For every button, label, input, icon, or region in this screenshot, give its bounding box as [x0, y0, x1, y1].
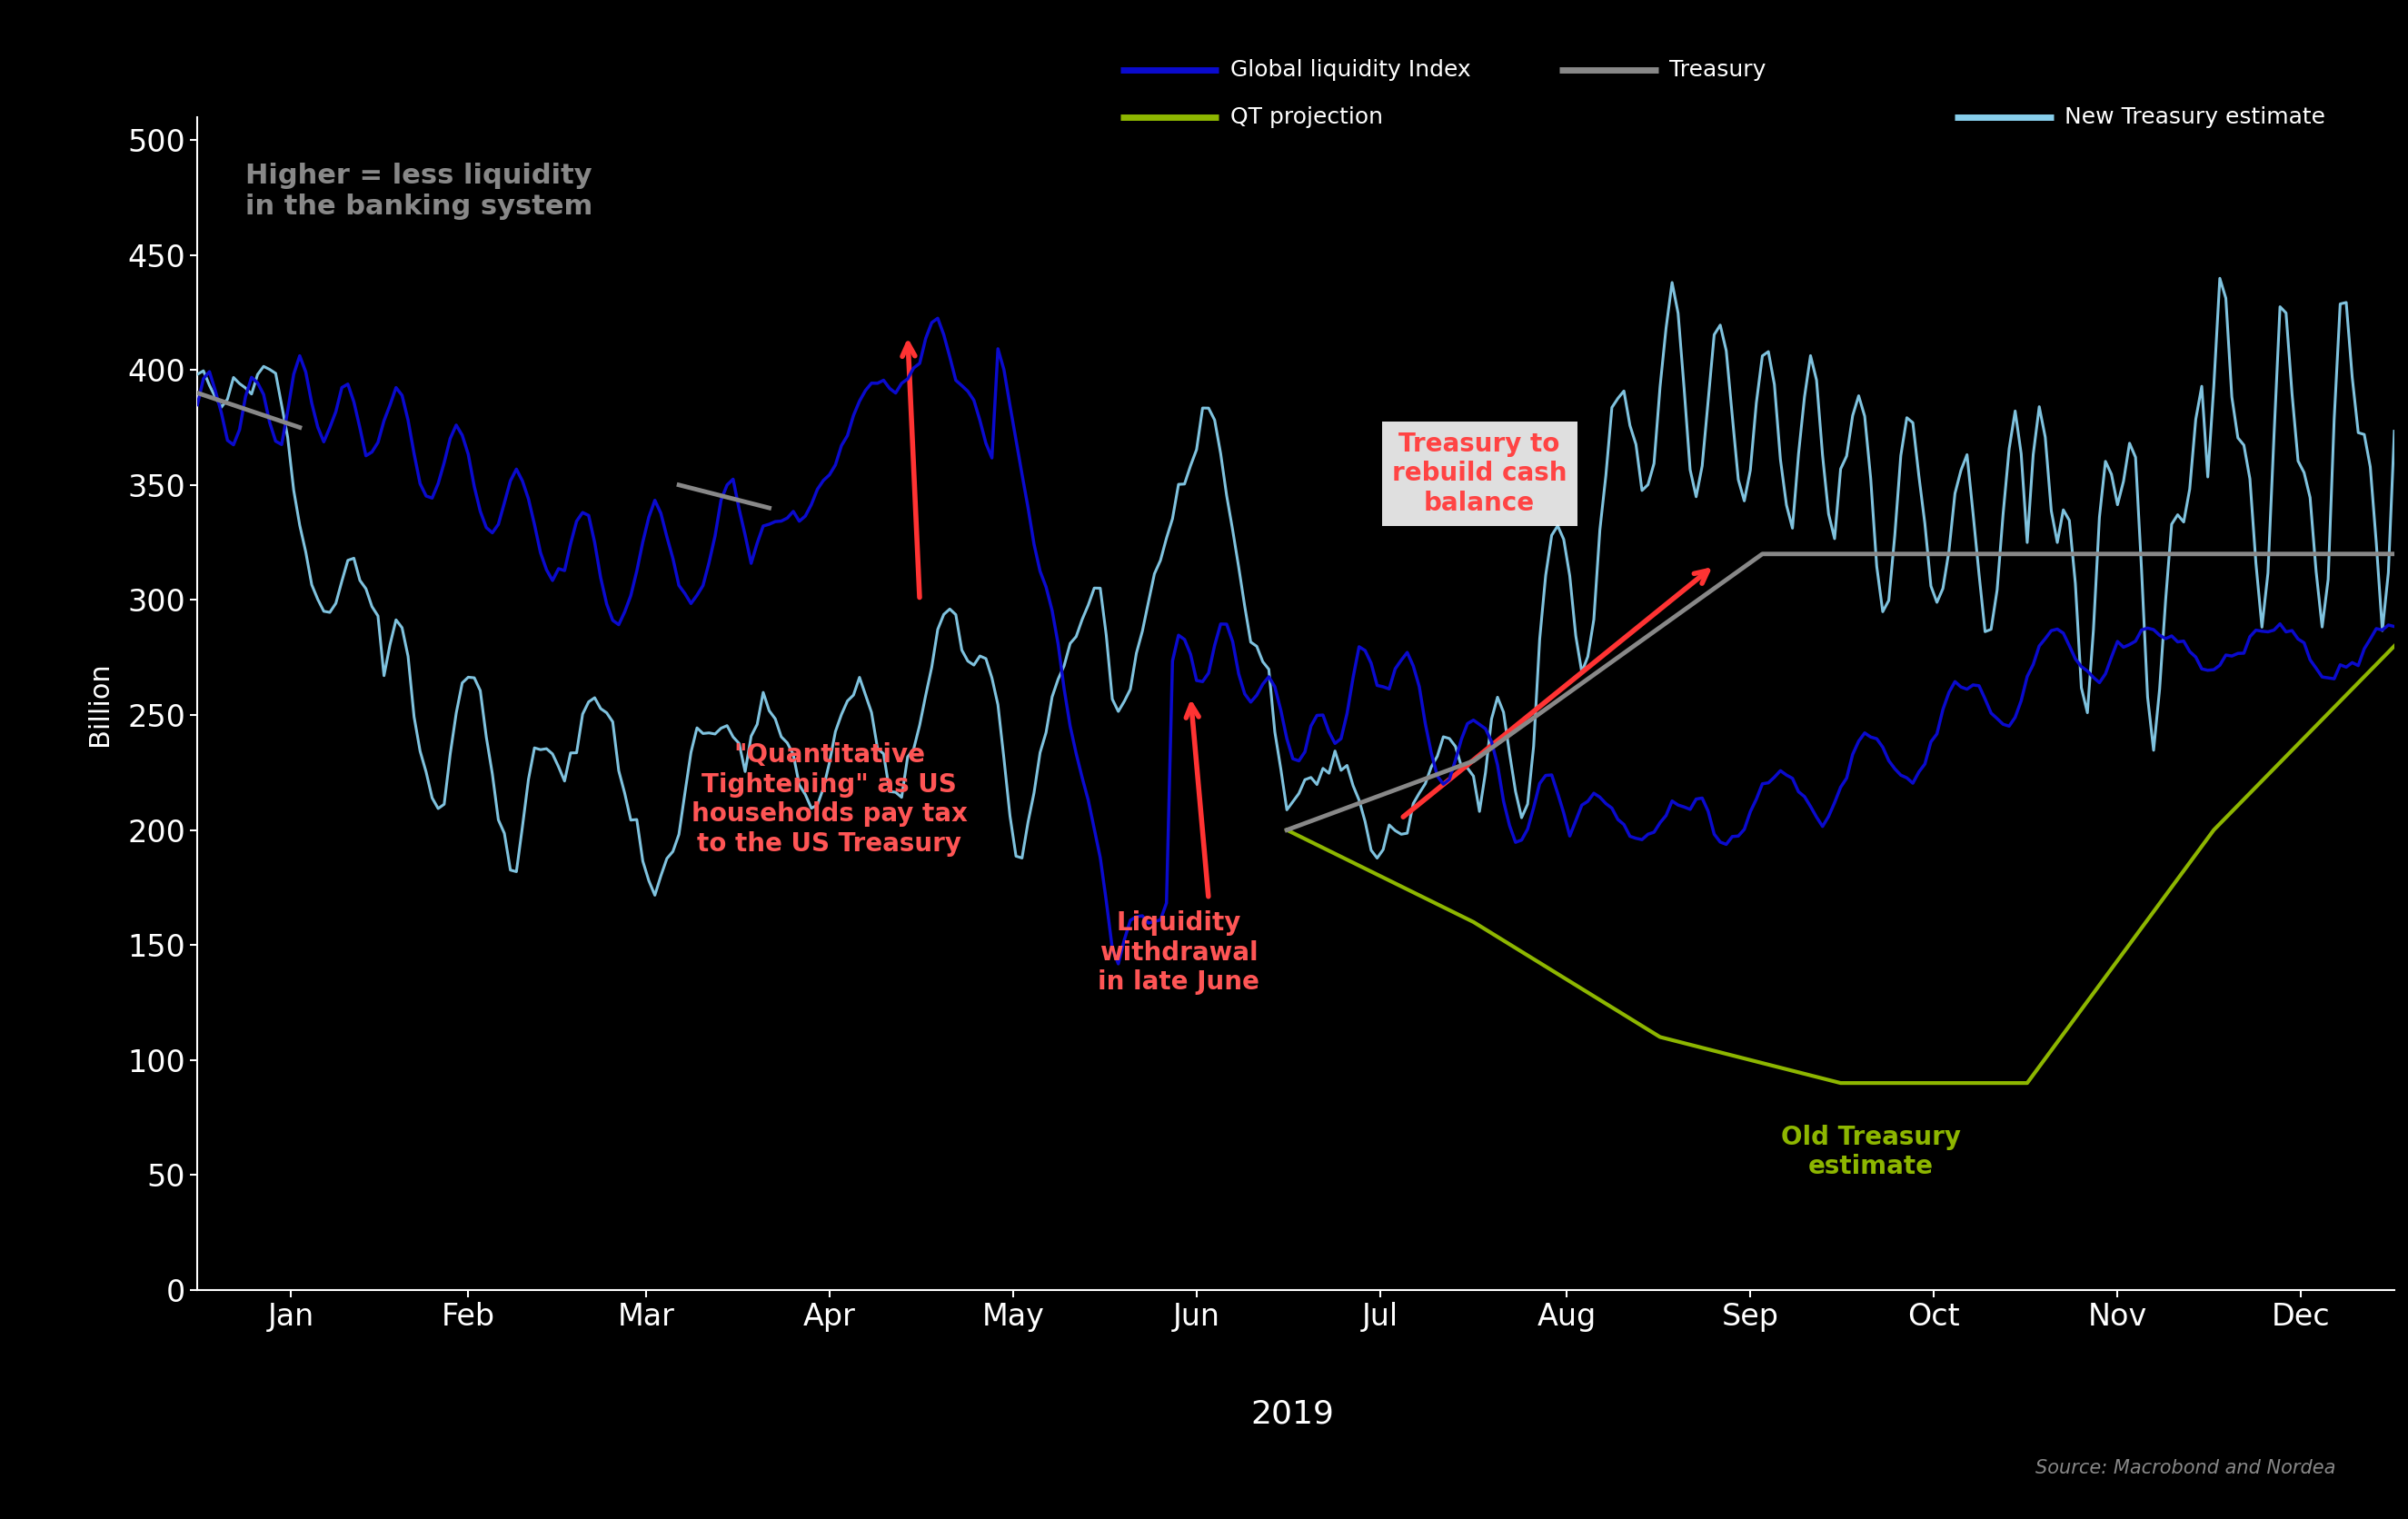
Text: Treasury to
rebuild cash
balance: Treasury to rebuild cash balance: [1392, 431, 1568, 515]
Text: "Quantitative
Tightening" as US
households pay tax
to the US Treasury: "Quantitative Tightening" as US househol…: [691, 743, 968, 857]
Text: Old Treasury
estimate: Old Treasury estimate: [1782, 1124, 1960, 1179]
Text: Higher = less liquidity
in the banking system: Higher = less liquidity in the banking s…: [246, 163, 592, 220]
Text: Source: Macrobond and Nordea: Source: Macrobond and Nordea: [2035, 1458, 2336, 1476]
Text: Treasury: Treasury: [1669, 59, 1765, 81]
Text: 2019: 2019: [1252, 1399, 1334, 1429]
Text: QT projection: QT projection: [1230, 106, 1382, 128]
Text: New Treasury estimate: New Treasury estimate: [2064, 106, 2326, 128]
Text: Liquidity
withdrawal
in late June: Liquidity withdrawal in late June: [1098, 910, 1259, 995]
Y-axis label: Billion: Billion: [87, 661, 113, 746]
Text: Global liquidity Index: Global liquidity Index: [1230, 59, 1471, 81]
